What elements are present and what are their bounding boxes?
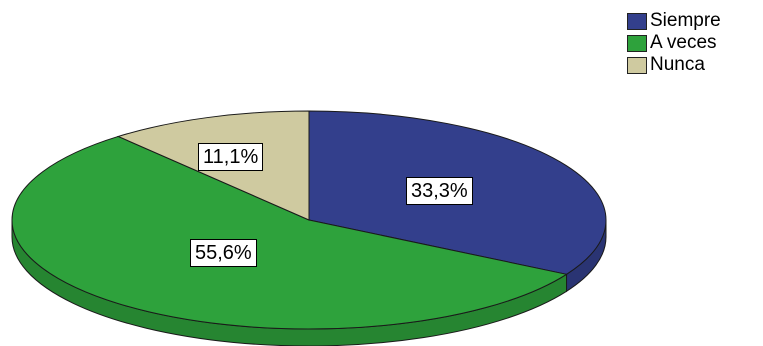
legend-swatch-nunca [627, 56, 647, 74]
data-label-nunca: 11,1% [198, 143, 264, 171]
legend-item-a-veces: A veces [627, 32, 721, 54]
data-label-siempre: 33,3% [406, 177, 473, 205]
legend-item-nunca: Nunca [627, 54, 721, 76]
legend-item-siempre: Siempre [627, 10, 721, 32]
pie-tops [11, 110, 607, 330]
legend-swatch-siempre [627, 12, 647, 30]
data-label-a-veces: 55,6% [190, 239, 257, 267]
legend-label-a-veces: A veces [650, 32, 717, 53]
legend-label-siempre: Siempre [650, 10, 721, 31]
legend-swatch-a-veces [627, 34, 647, 52]
legend-label-nunca: Nunca [650, 54, 705, 75]
legend: Siempre A veces Nunca [627, 10, 721, 76]
pie-slice-a-veces [11, 135, 568, 330]
